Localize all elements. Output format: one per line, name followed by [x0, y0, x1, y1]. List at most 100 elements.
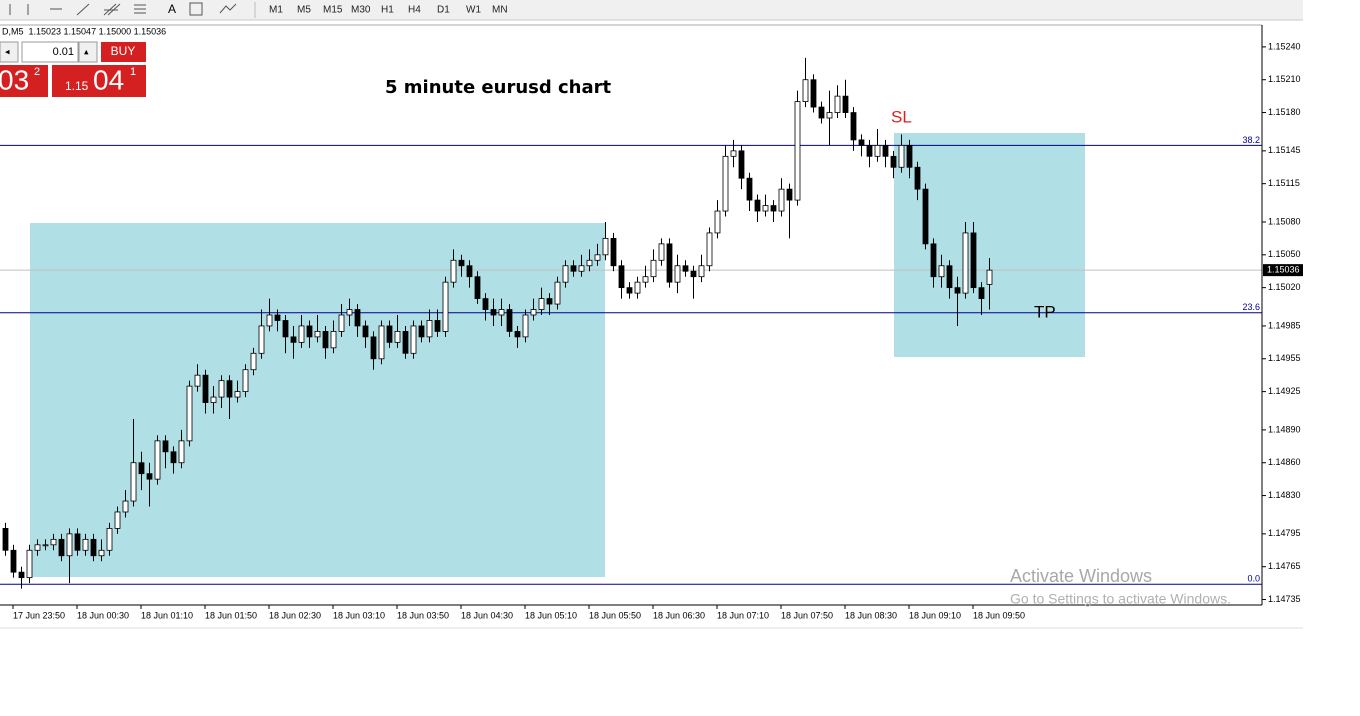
- candle-body: [554, 281, 561, 305]
- symbol-info: D,M5 1.15023 1.15047 1.15000 1.15036: [2, 26, 166, 36]
- candle-body: [90, 538, 97, 557]
- y-tick-label: 1.15210: [1268, 74, 1301, 84]
- candle-body: [186, 385, 193, 442]
- lot-down[interactable]: [0, 41, 19, 63]
- timeframe-button[interactable]: W1: [466, 5, 481, 16]
- x-tick-label: 18 Jun 08:30: [845, 610, 897, 620]
- buy-sup: 1: [130, 66, 136, 78]
- candle-body: [490, 309, 497, 316]
- up-arrow: ▴: [84, 46, 89, 56]
- candle-body: [218, 380, 225, 398]
- watermark-title: Activate Windows: [1010, 566, 1152, 586]
- buy-button[interactable]: [101, 42, 146, 62]
- y-tick-label: 1.15145: [1268, 145, 1301, 155]
- candle-body: [466, 265, 473, 278]
- candle-body: [658, 243, 665, 261]
- fib-level-label: 38.2: [1242, 135, 1260, 145]
- candle-body: [698, 265, 705, 278]
- candle-body: [130, 462, 137, 502]
- candle-body: [514, 331, 521, 338]
- sell-quote[interactable]: [0, 65, 48, 97]
- candle-body: [978, 287, 985, 299]
- candle-body: [306, 325, 313, 338]
- candle-body: [826, 112, 833, 119]
- candle-body: [50, 538, 57, 546]
- candle-body: [138, 462, 145, 475]
- timeframe-button[interactable]: M15: [323, 5, 343, 16]
- text-tool[interactable]: A: [168, 2, 176, 16]
- candle-body: [210, 396, 217, 403]
- candle-body: [346, 309, 353, 316]
- current-price-box: [1263, 264, 1303, 277]
- candle-body: [746, 177, 753, 201]
- timeframe-button[interactable]: M5: [297, 5, 311, 16]
- candle-body: [98, 549, 105, 557]
- lot-up[interactable]: [78, 41, 98, 63]
- candle-body: [778, 188, 785, 212]
- candle-body: [930, 243, 937, 278]
- candle-body: [106, 527, 113, 551]
- buy-prefix: 1.15: [65, 79, 89, 93]
- lot-value: 0.01: [53, 46, 74, 58]
- y-tick-label: 1.14955: [1268, 353, 1301, 363]
- y-tick-label: 1.15020: [1268, 282, 1301, 292]
- x-tick-label: 17 Jun 23:50: [13, 610, 65, 620]
- watermark-subtitle: Go to Settings to activate Windows.: [1010, 591, 1231, 607]
- timeframe-button[interactable]: H1: [381, 5, 394, 16]
- timeframe-button[interactable]: D1: [437, 5, 450, 16]
- candle-body: [794, 101, 801, 201]
- y-tick-label: 1.15050: [1268, 249, 1301, 259]
- candle-body: [890, 155, 897, 168]
- candle-body: [922, 188, 929, 245]
- candle-body: [282, 320, 289, 338]
- candle-body: [418, 325, 425, 338]
- buy-quote[interactable]: [52, 65, 146, 97]
- candle-body: [66, 533, 73, 557]
- candle-body: [666, 243, 673, 283]
- candle-body: [82, 538, 89, 551]
- zone-left: [30, 223, 605, 577]
- y-tick-label: 1.15080: [1268, 216, 1301, 226]
- candle-body: [274, 314, 281, 321]
- candle-body: [114, 511, 121, 529]
- buy-label: BUY: [111, 44, 136, 58]
- candle-body: [682, 265, 689, 272]
- candle-body: [882, 144, 889, 157]
- timeframe-button[interactable]: M30: [351, 5, 371, 16]
- axis-labels: 1.152401.152101.151801.151451.151151.150…: [12, 41, 1303, 620]
- timeframe-button[interactable]: H4: [408, 5, 421, 16]
- candle-body: [370, 336, 377, 360]
- candle-body: [434, 320, 441, 332]
- x-tick-label: 18 Jun 01:10: [141, 610, 193, 620]
- candle-body: [154, 440, 161, 480]
- candle-body: [938, 265, 945, 278]
- candle-body: [362, 325, 369, 338]
- candle-body: [522, 314, 529, 338]
- candle-body: [986, 269, 993, 285]
- candle-body: [330, 331, 337, 349]
- candle-body: [322, 331, 329, 349]
- candle-body: [546, 298, 553, 305]
- candle-body: [266, 314, 273, 327]
- candle-body: [298, 325, 305, 343]
- candle-body: [426, 320, 433, 338]
- candle-body: [258, 325, 265, 354]
- candle-body: [770, 205, 777, 212]
- x-tick-label: 18 Jun 03:50: [397, 610, 449, 620]
- y-tick-label: 1.14985: [1268, 320, 1301, 330]
- current-price-label: 1.15036: [1267, 265, 1300, 275]
- x-tick-label: 18 Jun 04:30: [461, 610, 513, 620]
- candle-body: [474, 276, 481, 299]
- lot-input[interactable]: [21, 41, 79, 63]
- y-tick-label: 1.14765: [1268, 561, 1301, 571]
- candle-body: [618, 265, 625, 289]
- buy-big: 04: [93, 64, 124, 95]
- candle-body: [802, 79, 809, 103]
- y-tick-label: 1.15240: [1268, 41, 1301, 51]
- annotation-tp: TP: [1034, 302, 1056, 321]
- candle-body: [914, 166, 921, 190]
- timeframe-button[interactable]: MN: [492, 5, 508, 16]
- candle-body: [178, 440, 185, 464]
- candle-body: [970, 232, 977, 289]
- timeframe-button[interactable]: M1: [269, 5, 283, 16]
